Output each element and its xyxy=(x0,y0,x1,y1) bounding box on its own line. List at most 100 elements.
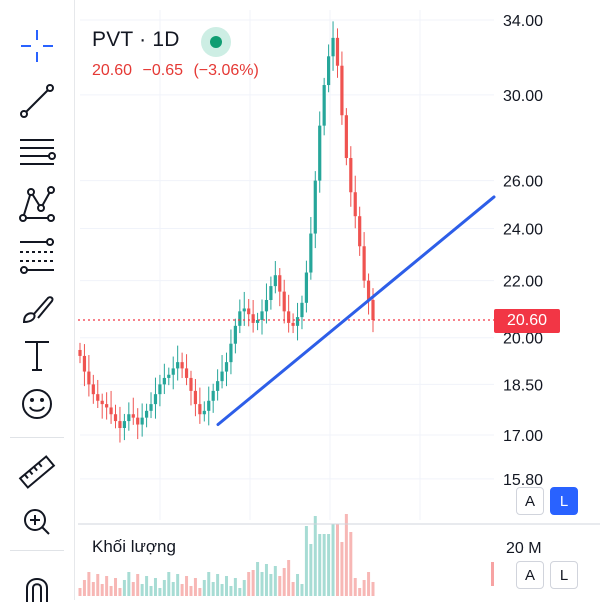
horizontal-lines-icon[interactable] xyxy=(14,132,60,172)
volume-bar xyxy=(229,586,233,596)
candle-body xyxy=(358,216,362,247)
volume-bar xyxy=(344,514,348,596)
volume-bar xyxy=(109,586,113,596)
candle-body xyxy=(371,299,375,320)
auto-scale-button[interactable]: A xyxy=(516,487,544,515)
zoom-in-icon[interactable] xyxy=(14,502,60,542)
candle-body xyxy=(149,404,153,411)
candle-body xyxy=(331,37,335,57)
volume-bar xyxy=(313,516,317,596)
candle-body xyxy=(211,390,215,401)
status-dot xyxy=(210,36,222,48)
volume-title: Khối lượng xyxy=(92,537,176,556)
volume-bar xyxy=(78,588,82,596)
candle-body xyxy=(78,349,82,356)
crosshair-icon[interactable] xyxy=(14,26,60,66)
volume-bar xyxy=(304,526,308,596)
volume-bar xyxy=(114,578,118,596)
volume-bar xyxy=(331,524,335,596)
volume-bar xyxy=(340,542,344,596)
candle-body xyxy=(207,400,211,411)
volume-bar xyxy=(189,586,193,596)
volume-bar xyxy=(242,580,246,596)
volume-bar xyxy=(282,568,286,596)
volume-bar xyxy=(362,580,366,596)
volume-bar xyxy=(318,534,322,596)
candle-body xyxy=(327,56,331,86)
brush-icon[interactable] xyxy=(14,288,60,328)
candle-body xyxy=(127,414,131,422)
volume-log-scale-button[interactable]: L xyxy=(550,561,578,589)
emoji-icon[interactable] xyxy=(14,384,60,424)
candle-body xyxy=(304,272,309,303)
volume-bar xyxy=(291,582,295,596)
candle-body xyxy=(366,280,371,300)
volume-bar xyxy=(225,576,228,596)
price-change: −0.65 xyxy=(142,62,183,79)
price-tick-label: 17.00 xyxy=(503,428,543,445)
volume-bar xyxy=(233,578,237,596)
trend-line-icon[interactable] xyxy=(14,80,60,120)
volume-bar xyxy=(176,574,180,596)
price-tick-label: 34.00 xyxy=(503,13,543,30)
candle-body xyxy=(144,410,149,418)
volume-bar xyxy=(198,588,202,596)
volume-bar xyxy=(131,582,135,596)
last-price-tag: 20.60 xyxy=(494,309,560,333)
price-axis: 34.00 30.00 26.00 24.00 22.00 20.00 18.50 17.00… xyxy=(503,13,543,489)
toolbar-divider xyxy=(10,550,64,551)
fib-retracement-icon[interactable] xyxy=(14,236,60,276)
price-tick-label: 24.00 xyxy=(503,222,543,239)
candle-body xyxy=(171,368,175,375)
candle-body xyxy=(180,362,184,369)
volume-bar xyxy=(220,584,224,596)
volume-bar xyxy=(256,562,260,596)
candle-body xyxy=(362,246,366,281)
log-scale-button[interactable]: L xyxy=(550,487,578,515)
volume-bar xyxy=(202,580,206,596)
candle-body xyxy=(220,371,224,382)
price-change-percent: (−3.06%) xyxy=(193,62,259,79)
volume-bar xyxy=(122,580,126,596)
volume-bar xyxy=(349,532,353,596)
volume-bar xyxy=(251,570,255,596)
market-status-indicator xyxy=(201,27,231,57)
price-tick-label: 26.00 xyxy=(503,174,543,191)
candle-body xyxy=(96,394,100,401)
volume-bar xyxy=(193,578,197,596)
candle-body xyxy=(291,322,295,326)
candle-body xyxy=(313,180,317,234)
candle-body xyxy=(224,362,229,372)
volume-bar xyxy=(322,534,326,596)
candle-body xyxy=(113,414,118,422)
volume-auto-scale-button[interactable]: A xyxy=(516,561,544,589)
text-icon[interactable] xyxy=(14,336,60,376)
volume-bars xyxy=(78,514,375,596)
candle-body xyxy=(87,371,91,385)
volume-bar xyxy=(247,572,251,596)
pattern-icon[interactable] xyxy=(14,184,60,224)
magnet-icon[interactable] xyxy=(14,566,60,606)
volume-bar xyxy=(264,564,268,596)
volume-bar xyxy=(105,576,109,596)
price-tick-label: 20.00 xyxy=(503,331,543,348)
volume-bar xyxy=(216,574,220,596)
price-tick-label: 15.80 xyxy=(503,472,543,489)
symbol-title[interactable]: PVT · 1D xyxy=(92,28,180,51)
volume-bar xyxy=(353,578,357,596)
volume-bar xyxy=(171,582,175,596)
candle-body xyxy=(82,355,87,372)
ruler-icon[interactable] xyxy=(14,452,60,492)
volume-bar xyxy=(118,588,122,596)
candle-body xyxy=(335,37,340,66)
chart-grid xyxy=(80,10,494,520)
volume-bar xyxy=(127,572,131,596)
volume-bar xyxy=(180,584,184,596)
candle-body xyxy=(118,421,122,428)
candle-body xyxy=(295,317,300,326)
volume-bar xyxy=(207,572,211,596)
candle-body xyxy=(251,314,255,323)
price-change-line: 20.60 −0.65 (−3.06%) xyxy=(92,62,265,80)
candle-body xyxy=(278,275,282,292)
